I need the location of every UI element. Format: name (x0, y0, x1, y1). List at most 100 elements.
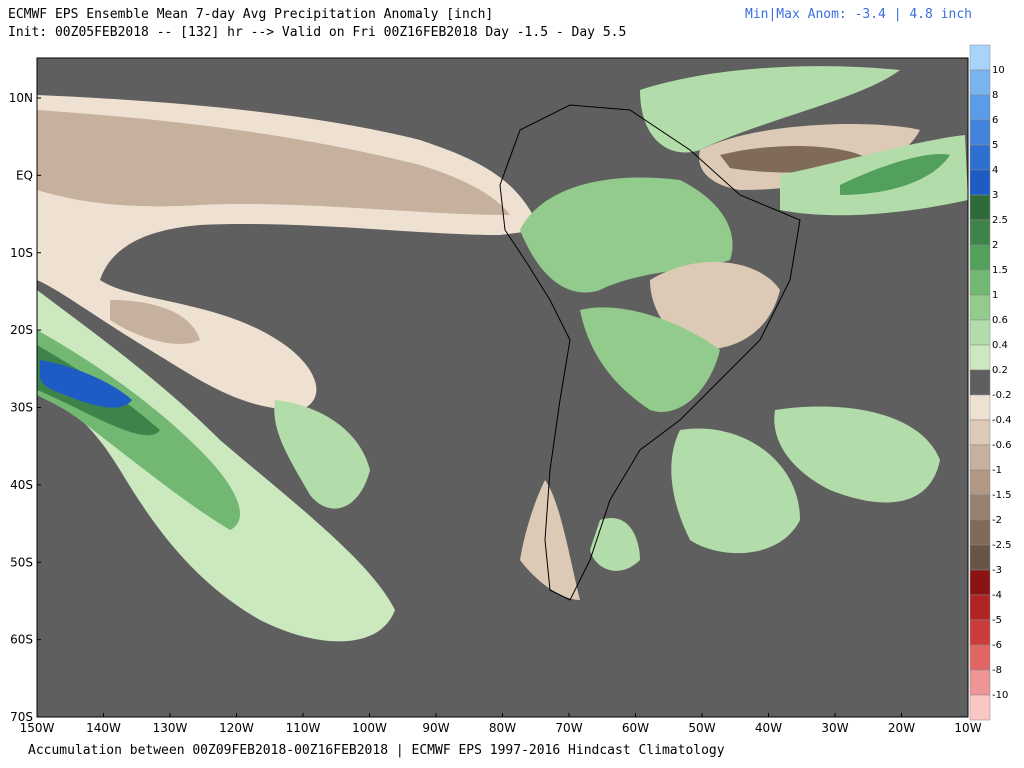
colorbar-cell (969, 319, 991, 346)
wet-area (37, 290, 395, 642)
colorbar-label: 1.5 (992, 265, 1008, 276)
lon-label: 80W (489, 721, 516, 735)
colorbar-label: 2 (992, 240, 998, 251)
colorbar-cell (969, 694, 991, 721)
colorbar-label: -1 (992, 465, 1002, 476)
lon-label: 20W (888, 721, 915, 735)
colorbar-cell (969, 44, 991, 71)
colorbar-cell (969, 94, 991, 121)
colorbar-label: -1.5 (992, 490, 1012, 501)
colorbar-cell (969, 444, 991, 471)
lat-label: 10N (9, 91, 33, 105)
colorbar-cell (969, 194, 991, 221)
colorbar-cell (969, 569, 991, 596)
lon-label: 50W (688, 721, 715, 735)
colorbar-cell (969, 244, 991, 271)
colorbar-cell (969, 119, 991, 146)
dry-area (110, 300, 200, 344)
title: ECMWF EPS Ensemble Mean 7-day Avg Precip… (8, 7, 493, 22)
lat-label: 10S (10, 246, 33, 260)
lat-label: 50S (10, 555, 33, 569)
colorbar-label: 0.4 (992, 340, 1008, 351)
wet-area (40, 360, 132, 408)
lat-label: 70S (10, 710, 33, 724)
wet-area (640, 66, 900, 153)
colorbar-cell (969, 419, 991, 446)
colorbar-cell (969, 594, 991, 621)
colorbar-cell (969, 644, 991, 671)
wet-area (580, 307, 720, 412)
colorbar-cell (969, 669, 991, 696)
lat-label: 60S (10, 633, 33, 647)
dry-area (520, 480, 580, 600)
colorbar-label: -2 (992, 515, 1002, 526)
wet-area (840, 154, 950, 195)
lon-label: 100W (352, 721, 387, 735)
colorbar-label: 3 (992, 190, 998, 201)
coastline (499, 104, 801, 601)
lon-label: 70W (555, 721, 582, 735)
colorbar-cell (969, 619, 991, 646)
colorbar-cell (969, 394, 991, 421)
colorbar-label: -2.5 (992, 540, 1012, 551)
init-line: Init: 00Z05FEB2018 -- [132] hr --> Valid… (8, 25, 626, 40)
colorbar-label: 2.5 (992, 215, 1008, 226)
colorbar-cell (969, 494, 991, 521)
colorbar-label: -0.4 (992, 415, 1012, 426)
footer: Accumulation between 00Z09FEB2018-00Z16F… (28, 743, 725, 758)
colorbar-label: 5 (992, 140, 998, 151)
lon-label: 130W (153, 721, 188, 735)
colorbar-cell (969, 469, 991, 496)
colorbar-cell (969, 69, 991, 96)
colorbar-cell (969, 144, 991, 171)
wet-area (274, 400, 370, 509)
colorbar-label: -0.2 (992, 390, 1012, 401)
lon-label: 110W (286, 721, 321, 735)
colorbar-label: -0.6 (992, 440, 1012, 451)
colorbar-cell (969, 294, 991, 321)
lon-label: 10W (954, 721, 981, 735)
minmax: Min|Max Anom: -3.4 | 4.8 inch (745, 7, 972, 22)
colorbar-label: -5 (992, 615, 1002, 626)
lon-label: 150W (20, 721, 55, 735)
dry-area (37, 110, 510, 215)
colorbar-label: -6 (992, 640, 1002, 651)
colorbar-cell (969, 369, 991, 396)
lon-label: 120W (219, 721, 254, 735)
lon-label: 60W (622, 721, 649, 735)
colorbar-cell (969, 169, 991, 196)
colorbar-cell (969, 519, 991, 546)
colorbar-cell (969, 544, 991, 571)
wet-area (520, 177, 733, 293)
colorbar-label: 0.2 (992, 365, 1008, 376)
lat-label: 40S (10, 478, 33, 492)
colorbar-label: 8 (992, 90, 998, 101)
lon-label: 30W (821, 721, 848, 735)
colorbar-label: -10 (992, 690, 1008, 701)
colorbar-cell (969, 269, 991, 296)
lat-label: 20S (10, 323, 33, 337)
lon-label: 40W (755, 721, 782, 735)
colorbar-label: -8 (992, 665, 1002, 676)
colorbar-label: 6 (992, 115, 998, 126)
map (37, 58, 968, 717)
wet-area (774, 406, 940, 503)
wet-area (590, 518, 640, 571)
wet-area (671, 428, 800, 554)
colorbar-cell (969, 344, 991, 371)
colorbar-label: -3 (992, 565, 1002, 576)
lat-label: 30S (10, 401, 33, 415)
lat-label: EQ (16, 168, 33, 182)
colorbar-label: 10 (992, 65, 1005, 76)
colorbar: 10 8 6 5 4 3 2.5 2 1.5 1 0.6 0.4 0.2 -0.2 -0.4 -0.6 -1 -1… (969, 44, 1012, 721)
colorbar-label: 0.6 (992, 315, 1008, 326)
colorbar-label: -4 (992, 590, 1002, 601)
lon-label: 90W (422, 721, 449, 735)
lon-label: 140W (86, 721, 121, 735)
colorbar-cell (969, 219, 991, 246)
colorbar-label: 1 (992, 290, 998, 301)
